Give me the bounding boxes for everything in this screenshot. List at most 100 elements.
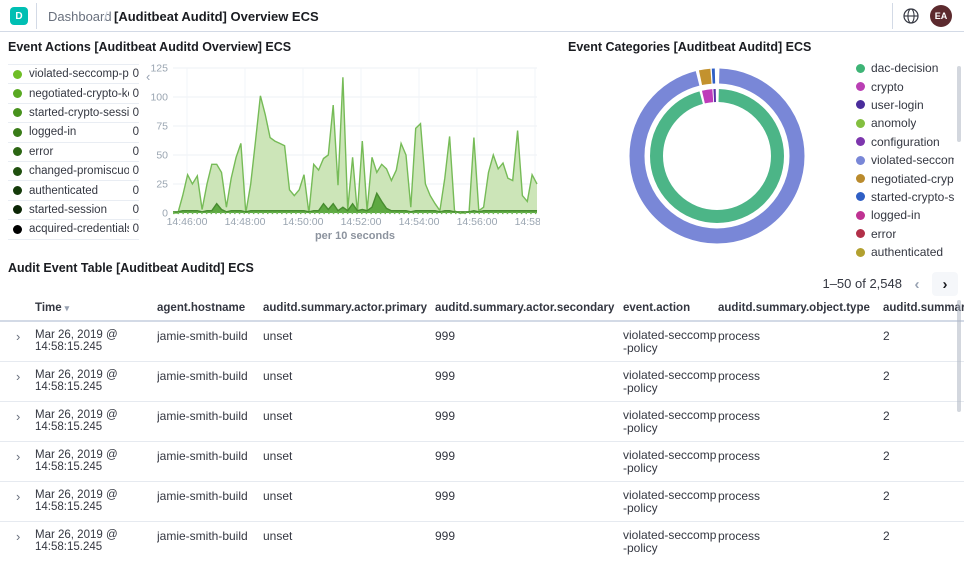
legend-item[interactable]: authenticated 0 xyxy=(8,181,139,201)
cell-event-action: violated-seccomp-policy xyxy=(623,448,717,475)
cell-actor-secondary: 999 xyxy=(435,529,456,543)
cell-time: Mar 26, 2019 @ 14:58:15.245 xyxy=(35,489,118,513)
legend-label: violated-seccomp-p... xyxy=(29,68,129,81)
table-header-row: Time ▾ agent.hostname auditd.summary.acto… xyxy=(0,298,964,322)
legend-item[interactable]: user-login xyxy=(856,96,954,114)
donut-segment-violated-seccomp-policy xyxy=(629,68,805,244)
legend-label: violated-seccomp... xyxy=(871,153,954,168)
event-actions-area-chart[interactable]: 0 25 50 75 100 125 14:46:00 14:48:00 14:50:00 14:… xyxy=(148,62,540,244)
legend-dot xyxy=(856,229,865,239)
legend-item[interactable]: authenticated xyxy=(856,243,954,261)
legend-value: 0 xyxy=(132,145,139,158)
cell-actor-primary: unset xyxy=(263,529,293,543)
column-header[interactable]: auditd.summary xyxy=(883,302,964,314)
legend-item[interactable]: error xyxy=(856,225,954,243)
legend-item[interactable]: dac-decision xyxy=(856,59,954,77)
legend-item[interactable]: acquired-credentials 0 xyxy=(8,220,139,240)
svg-text:14:58:00: 14:58:00 xyxy=(515,216,540,228)
legend-label: changed-promiscuo... xyxy=(29,165,129,178)
legend-dot xyxy=(856,155,865,165)
cell-actor-secondary: 999 xyxy=(435,369,456,383)
cell-actor-primary: unset xyxy=(263,369,293,383)
legend-label: logged-in xyxy=(871,208,921,223)
legend-item[interactable]: error 0 xyxy=(8,143,139,162)
cell-object-type: process xyxy=(718,409,761,423)
avatar[interactable]: EA xyxy=(930,5,952,27)
legend-item[interactable]: negotiated-crypto... xyxy=(856,169,954,187)
top-navbar: D Dashboard / [Auditbeat Auditd] Overvie… xyxy=(0,0,964,32)
legend-item[interactable]: anomoly xyxy=(856,114,954,132)
cell-hostname: jamie-smith-build xyxy=(157,489,248,503)
cell-time: Mar 26, 2019 @ 14:58:15.245 xyxy=(35,329,118,353)
expander-header xyxy=(0,298,35,320)
column-header[interactable]: auditd.summary.actor.secondary xyxy=(435,302,615,314)
legend-item[interactable]: logged-in 0 xyxy=(8,123,139,143)
cell-summary: 2 xyxy=(883,449,890,463)
legend-value: 0 xyxy=(132,106,139,119)
expand-row-icon[interactable]: › xyxy=(16,369,21,384)
column-header[interactable]: auditd.summary.object.type xyxy=(718,302,870,314)
legend-dot xyxy=(856,247,865,257)
legend-dot xyxy=(13,127,22,137)
legend-scrollbar[interactable] xyxy=(957,66,961,142)
globe-icon[interactable] xyxy=(901,6,921,26)
column-header[interactable]: agent.hostname xyxy=(157,302,246,314)
legend-label: negotiated-crypto... xyxy=(871,171,954,186)
legend-label: dac-decision xyxy=(871,61,939,76)
legend-item[interactable]: configuration xyxy=(856,133,954,151)
cell-event-action: violated-seccomp-policy xyxy=(623,408,717,435)
previous-page-button[interactable]: ‹ xyxy=(914,275,920,293)
next-page-button[interactable]: › xyxy=(932,272,958,296)
legend-dot xyxy=(13,166,22,176)
cell-time: Mar 26, 2019 @ 14:58:15.245 xyxy=(35,369,118,393)
legend-label: started-crypto-se... xyxy=(871,189,954,204)
cell-hostname: jamie-smith-build xyxy=(157,529,248,543)
cell-hostname: jamie-smith-build xyxy=(157,369,248,383)
app-logo[interactable]: D xyxy=(10,7,28,25)
breadcrumb-dashboard[interactable]: Dashboard xyxy=(48,9,112,24)
legend-item[interactable]: violated-seccomp... xyxy=(856,151,954,169)
expand-row-icon[interactable]: › xyxy=(16,489,21,504)
cell-actor-secondary: 999 xyxy=(435,329,456,343)
cell-event-action: violated-seccomp-policy xyxy=(623,328,717,355)
expand-row-icon[interactable]: › xyxy=(16,409,21,424)
expand-row-icon[interactable]: › xyxy=(16,329,21,344)
table-scrollbar[interactable] xyxy=(957,300,961,412)
svg-text:14:48:00: 14:48:00 xyxy=(225,216,266,228)
legend-dot xyxy=(856,137,865,147)
cell-actor-secondary: 999 xyxy=(435,449,456,463)
legend-item[interactable]: negotiated-crypto-key 0 xyxy=(8,84,139,104)
legend-label: acquired-credentials xyxy=(29,223,129,236)
legend-item[interactable]: changed-promiscuo... 0 xyxy=(8,162,139,182)
cell-summary: 2 xyxy=(883,529,890,543)
legend-label: logged-in xyxy=(29,126,77,139)
expand-row-icon[interactable]: › xyxy=(16,449,21,464)
legend-item[interactable]: started-crypto-sessi... 0 xyxy=(8,104,139,124)
legend-value: 0 xyxy=(132,126,139,139)
legend-item[interactable]: started-crypto-se... xyxy=(856,188,954,206)
event-categories-donut-chart[interactable] xyxy=(621,60,813,252)
column-header[interactable]: event.action xyxy=(623,302,691,314)
svg-text:100: 100 xyxy=(150,92,168,104)
svg-text:per 10 seconds: per 10 seconds xyxy=(315,230,395,242)
column-header[interactable]: Time ▾ xyxy=(35,302,70,314)
legend-label: started-crypto-sessi... xyxy=(29,106,129,119)
cell-summary: 2 xyxy=(883,329,890,343)
legend-item[interactable]: crypto xyxy=(856,77,954,95)
cell-time: Mar 26, 2019 @ 14:58:15.245 xyxy=(35,449,118,473)
legend-value: 0 xyxy=(132,87,139,100)
expand-row-icon[interactable]: › xyxy=(16,529,21,544)
column-header[interactable]: auditd.summary.actor.primary xyxy=(263,302,428,314)
cell-object-type: process xyxy=(718,329,761,343)
legend-item[interactable]: violated-seccomp-p... 0 xyxy=(8,65,139,85)
cell-event-action: violated-seccomp-policy xyxy=(623,488,717,515)
legend-value: 0 xyxy=(132,184,139,197)
legend-item[interactable]: logged-in xyxy=(856,206,954,224)
event-actions-panel-title: Event Actions [Auditbeat Auditd Overview… xyxy=(8,40,292,54)
legend-label: authenticated xyxy=(29,184,99,197)
legend-label: user-login xyxy=(871,97,924,112)
donut-segment-dac-decision xyxy=(650,89,784,223)
table-row: › Mar 26, 2019 @ 14:58:15.245 jamie-smit… xyxy=(0,442,964,482)
legend-item[interactable]: started-session 0 xyxy=(8,201,139,221)
collapse-legend-icon[interactable]: ‹ xyxy=(146,69,151,84)
